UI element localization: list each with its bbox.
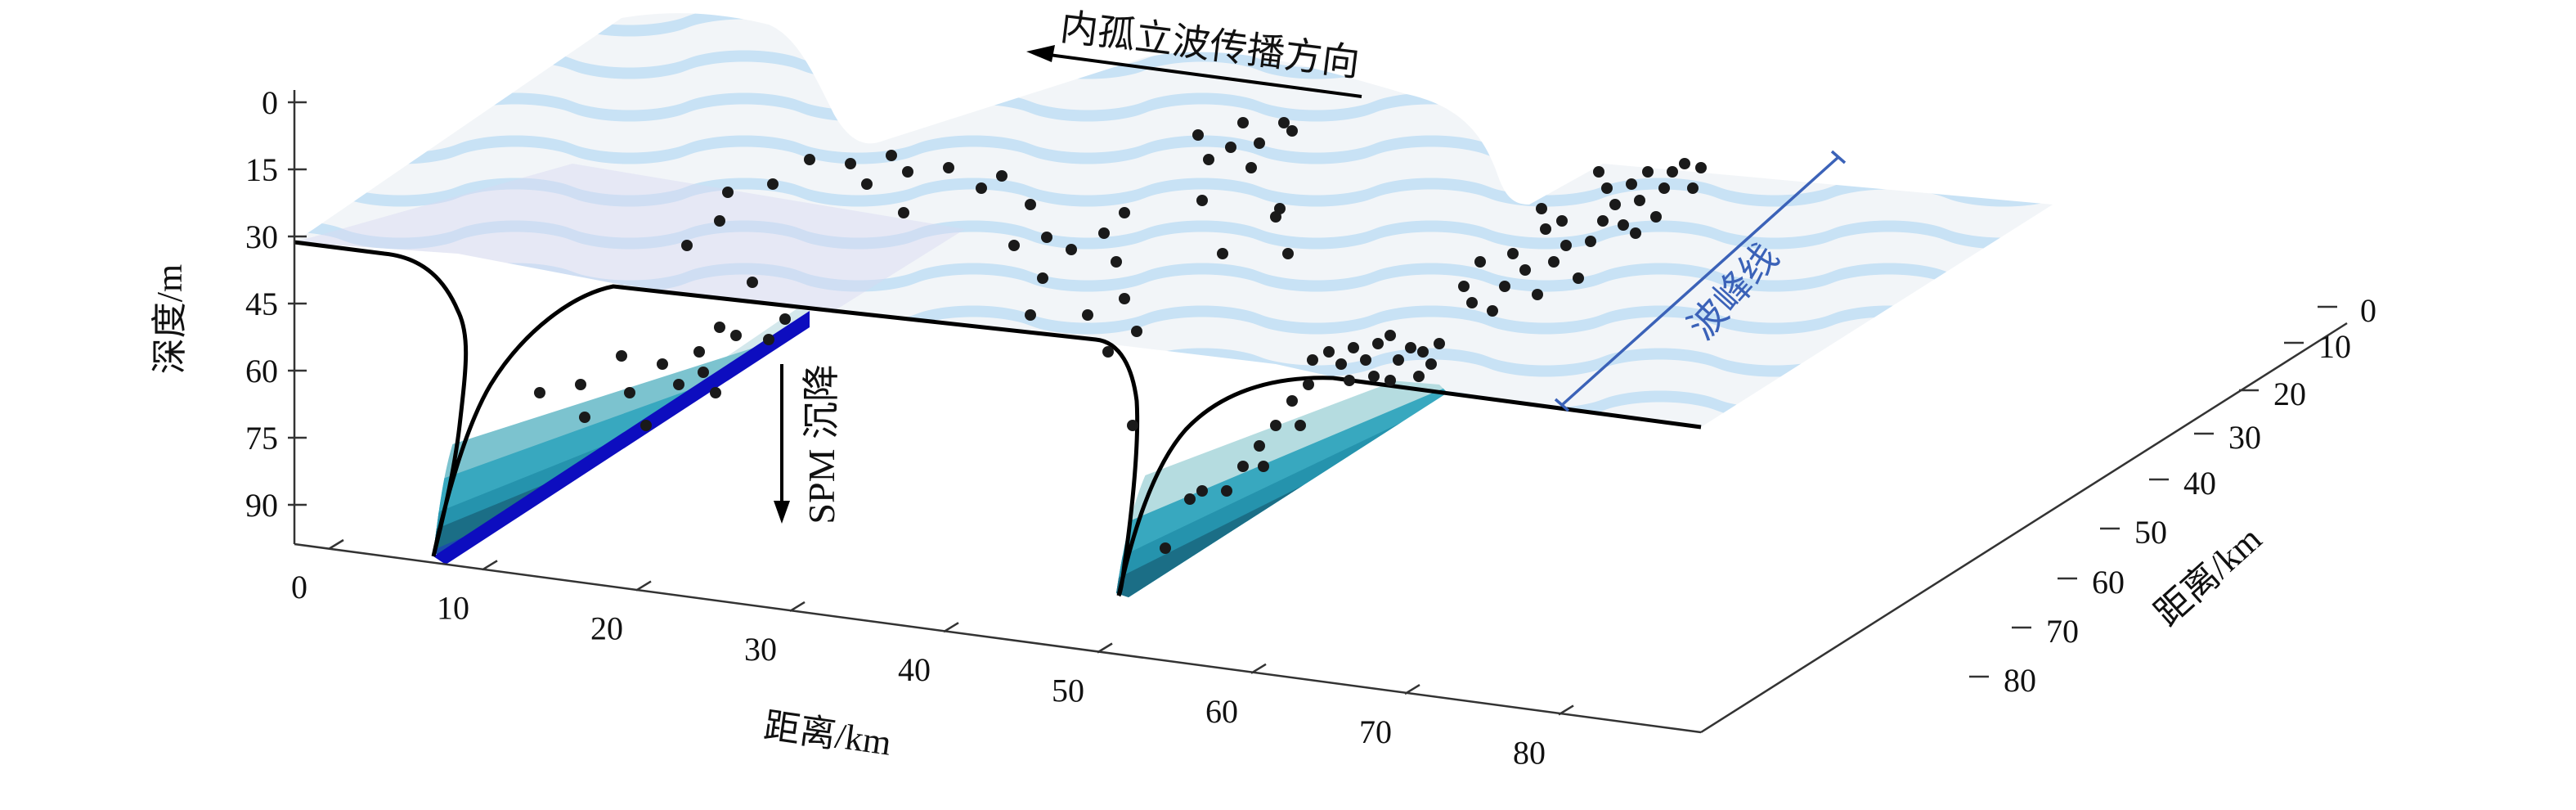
y-tick-label: 60 bbox=[2092, 564, 2125, 601]
y-tick-label: 10 bbox=[2318, 328, 2351, 365]
x-tick bbox=[1097, 642, 1113, 654]
x-tick-label: 0 bbox=[291, 569, 307, 605]
spm-particles bbox=[534, 117, 1707, 554]
x-tick bbox=[1404, 684, 1420, 695]
front-profile bbox=[294, 240, 1702, 597]
surface-sheet bbox=[294, 13, 2053, 428]
x-tick bbox=[328, 538, 344, 551]
x-tick-label: 80 bbox=[1513, 734, 1546, 771]
x-tick bbox=[635, 580, 652, 592]
crest-line bbox=[1554, 150, 1847, 412]
interface-profiles bbox=[294, 240, 1702, 597]
depth-axis-title: 深度/m bbox=[150, 264, 190, 374]
x-tick-label: 50 bbox=[1052, 673, 1084, 709]
propagation-arrow bbox=[1026, 45, 1362, 98]
sinking-label: SPM 沉降 bbox=[801, 364, 842, 524]
surface-tint bbox=[294, 164, 965, 311]
depth-tick-label: 90 bbox=[245, 487, 278, 524]
x-tick bbox=[482, 560, 498, 571]
y-tick-label: 0 bbox=[2360, 292, 2376, 329]
x-tick-label: 70 bbox=[1359, 713, 1392, 750]
x-tick-label: 60 bbox=[1205, 693, 1238, 730]
x-tick-label: 10 bbox=[437, 589, 469, 626]
depth-tick-label: 75 bbox=[245, 420, 278, 457]
x-tick-label: 30 bbox=[744, 631, 777, 668]
trough-1-front-wall bbox=[433, 311, 810, 565]
y-tick-label: 40 bbox=[2183, 465, 2216, 502]
y-tick-label: 30 bbox=[2228, 419, 2261, 456]
x-distance-axis: 0 10 20 30 40 50 60 70 80 距离/km bbox=[291, 538, 1702, 771]
x-tick-label: 40 bbox=[898, 651, 931, 688]
sinking-arrow bbox=[774, 364, 790, 524]
y-tick-label: 70 bbox=[2046, 613, 2079, 650]
x-tick bbox=[1558, 704, 1574, 716]
depth-tick-label: 30 bbox=[245, 218, 278, 255]
sea-surface bbox=[294, 13, 2053, 428]
y-tick-label: 20 bbox=[2273, 376, 2306, 412]
depth-axis: 0 15 30 45 60 75 90 深度/m bbox=[150, 84, 307, 544]
depth-tick-label: 45 bbox=[245, 286, 278, 322]
depth-tick-label: 0 bbox=[262, 84, 278, 121]
depth-tick-label: 15 bbox=[245, 151, 278, 188]
x-tick-label: 20 bbox=[590, 610, 623, 647]
depth-tick-label: 60 bbox=[245, 353, 278, 389]
y-tick-label: 80 bbox=[2004, 662, 2036, 699]
y-tick-label: 50 bbox=[2134, 514, 2167, 551]
x-axis-title: 距离/km bbox=[761, 705, 894, 763]
x-tick bbox=[943, 622, 959, 633]
x-tick bbox=[789, 601, 806, 612]
x-tick bbox=[1250, 663, 1267, 674]
